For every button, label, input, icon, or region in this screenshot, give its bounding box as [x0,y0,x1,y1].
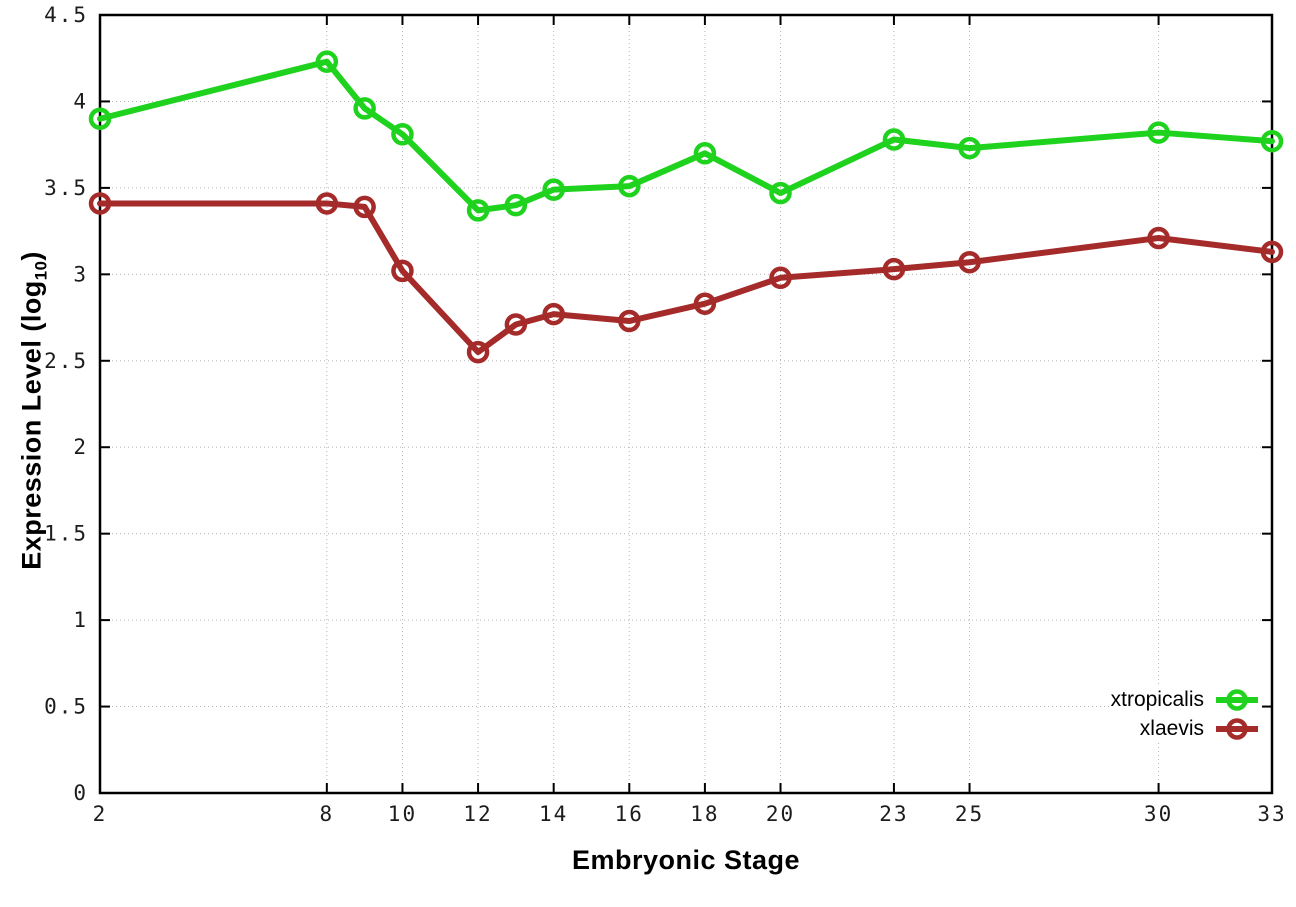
y-tick-label: 3 [73,262,88,286]
data-point-xlaevis [958,250,981,274]
data-point-xtropicalis [88,107,112,130]
data-point-xlaevis [88,192,112,215]
legend-item-xtropicalis: xtropicalis [1111,687,1260,713]
x-tick-label: 23 [879,802,908,826]
data-point-xlaevis [353,195,376,219]
x-tick-label: 8 [320,802,335,826]
y-tick-label: 2 [73,435,88,459]
data-point-xlaevis [504,313,528,336]
series-line-xlaevis [97,200,1275,356]
y-tick-label: 0.5 [44,695,88,719]
y-tick-label: 2.5 [44,349,88,373]
legend-marker-xlaevis [1216,718,1258,740]
data-point-xlaevis [542,302,565,326]
y-tick-label: 4 [73,89,88,113]
data-point-xtropicalis [882,128,906,151]
x-tick-label: 16 [615,802,644,826]
x-tick-label: 18 [690,802,719,826]
y-tick-label: 3.5 [44,176,88,200]
data-point-xlaevis [1147,226,1170,250]
data-point-xlaevis [315,192,339,215]
y-tick-label: 4.5 [44,3,88,27]
x-axis-title: Embryonic Stage [571,845,801,875]
data-point-xtropicalis [618,174,641,198]
x-tick-label: 12 [463,802,492,826]
data-point-xtropicalis [693,142,717,165]
data-point-xtropicalis [1260,129,1284,153]
data-point-xtropicalis [958,136,981,160]
legend-label-xtropicalis: xtropicalis [1110,688,1204,711]
data-point-xtropicalis [353,97,376,120]
y-tick-label: 1 [73,608,88,632]
x-tick-label: 10 [388,802,417,826]
x-tick-label: 33 [1257,802,1286,826]
data-point-xlaevis [618,309,641,333]
legend: xtropicalis xlaevis [1108,686,1262,743]
data-point-xlaevis [693,292,717,315]
x-tick-label: 2 [93,802,108,826]
y-tick-label: 1.5 [44,522,88,546]
plot-border [98,13,1274,795]
legend-marker-xtropicalis [1216,689,1258,711]
y-tick-label: 0 [73,781,88,805]
x-tick-label: 25 [955,802,984,826]
y-axis-title-suffix: ) [16,251,47,261]
x-tick-label: 20 [766,802,795,826]
y-axis-title-subscript: 10 [31,260,51,281]
data-point-xlaevis [391,259,414,283]
data-point-xtropicalis [1147,121,1170,144]
x-tick-label: 14 [539,802,568,826]
legend-label-xlaevis: xlaevis [1139,717,1204,740]
data-point-xtropicalis [315,50,339,73]
data-point-xtropicalis [504,193,528,217]
data-point-xlaevis [466,340,490,364]
data-point-xtropicalis [542,178,565,201]
data-point-xlaevis [882,257,906,281]
legend-item-xlaevis: xlaevis [1140,716,1260,742]
x-tick-label: 30 [1144,802,1173,826]
y-axis-title-text: Expression Level (log [16,280,47,570]
data-point-xtropicalis [391,123,414,146]
data-point-xlaevis [769,266,792,290]
data-point-xtropicalis [466,199,490,222]
data-point-xtropicalis [769,181,792,205]
y-axis-title: Expression Level (log10) [17,194,52,626]
data-point-xlaevis [1260,240,1284,264]
